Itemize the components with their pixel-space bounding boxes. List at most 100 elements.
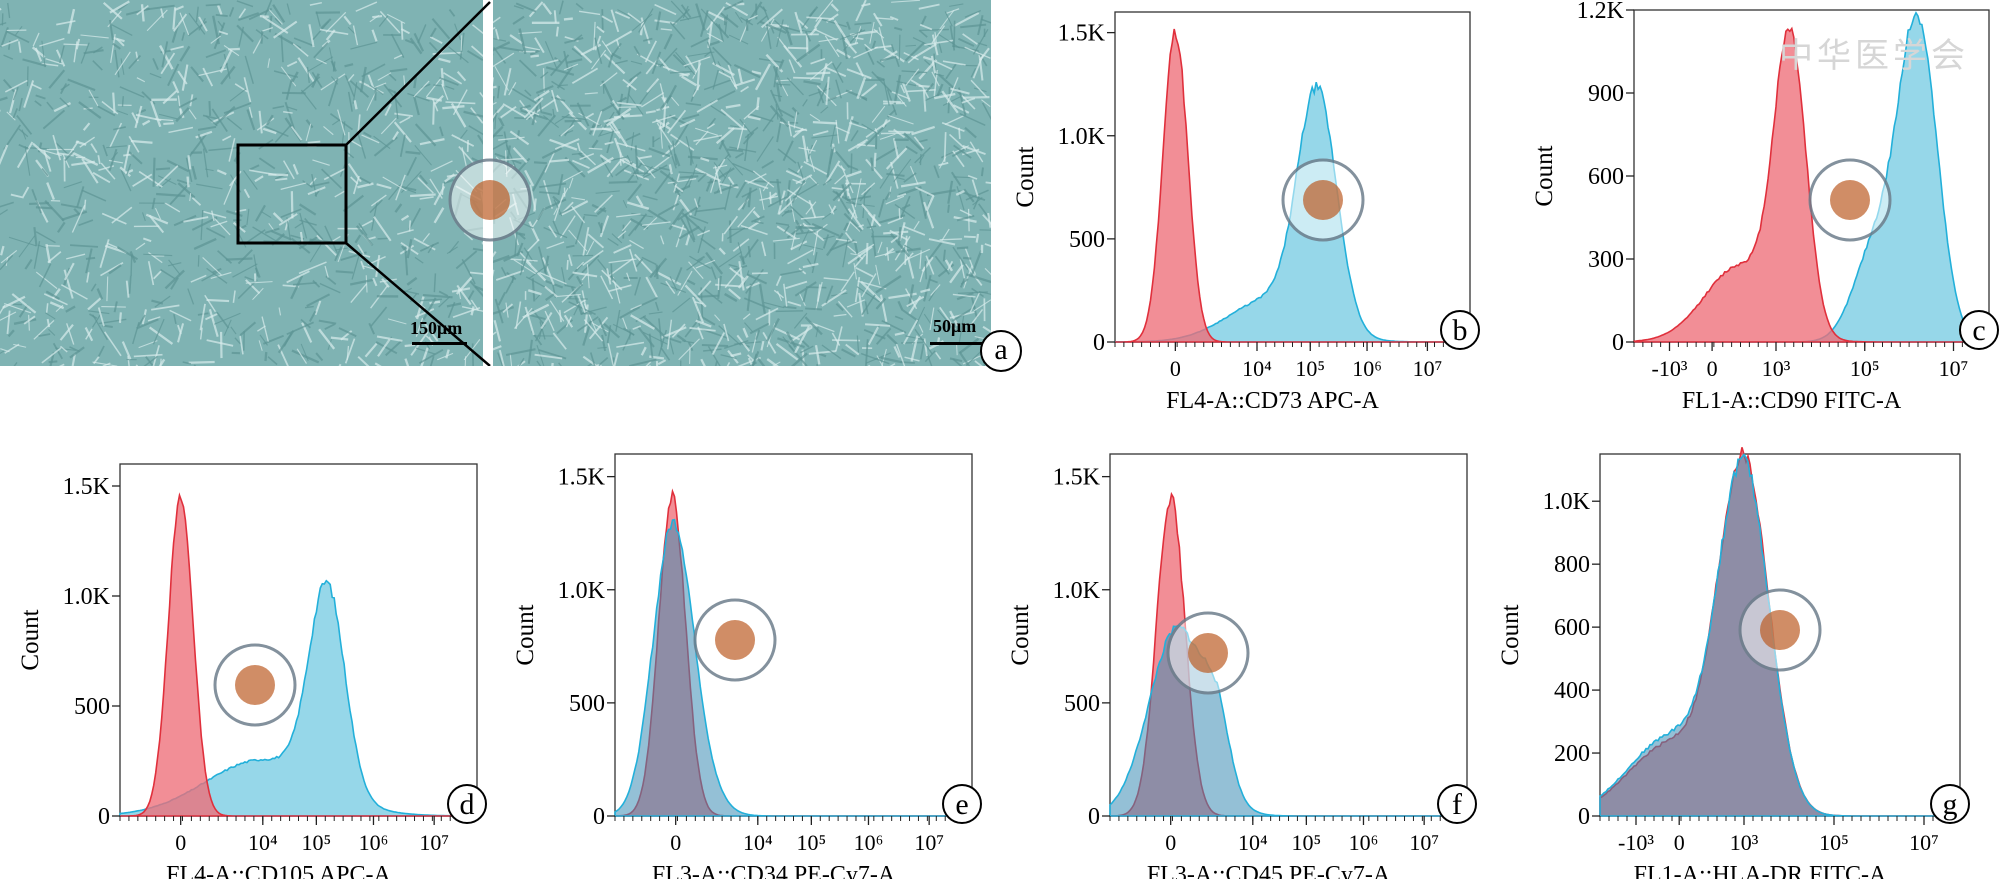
cell-streak [678, 225, 700, 240]
cell-streak [37, 148, 62, 157]
cell-streak [985, 181, 991, 185]
cell-streak [557, 293, 581, 297]
cell-streak [889, 363, 896, 366]
cell-streak [654, 301, 660, 311]
cell-streak [364, 342, 378, 358]
cell-streak [443, 72, 463, 85]
cell-streak [957, 87, 967, 116]
cell-streak [548, 225, 558, 238]
cell-streak [145, 356, 154, 366]
cell-streak [407, 92, 430, 102]
cell-streak [151, 299, 164, 305]
cell-streak [499, 46, 524, 53]
cell-streak [701, 343, 729, 348]
cell-streak [706, 41, 717, 66]
cell-streak [724, 183, 732, 211]
y-axis-label: Count [1007, 604, 1034, 665]
cell-streak [836, 48, 851, 59]
cell-streak [429, 27, 437, 38]
cell-streak [120, 170, 132, 192]
histogram-antibody [1599, 453, 1960, 817]
panel-letter-circle [1440, 310, 1480, 350]
cell-streak [518, 28, 527, 55]
cell-streak [967, 208, 970, 232]
cell-streak [718, 139, 725, 150]
cell-streak [874, 128, 880, 137]
cell-streak [778, 59, 785, 71]
cell-streak [264, 351, 268, 362]
cell-streak [704, 50, 712, 57]
cell-streak [744, 238, 759, 259]
cell-streak [387, 318, 407, 325]
cell-streak [325, 275, 337, 285]
cell-streak [112, 42, 121, 50]
cell-streak [0, 311, 17, 321]
cell-streak [659, 95, 672, 111]
cell-streak [347, 26, 356, 35]
cell-streak [7, 2, 11, 19]
cell-streak [24, 258, 33, 270]
cell-streak [794, 281, 817, 297]
y-tick-label: 1.5K [1053, 465, 1101, 491]
cell-streak [299, 212, 308, 239]
cell-streak [685, 278, 696, 286]
cell-streak [23, 315, 36, 325]
cell-streak [523, 97, 544, 119]
cell-streak [723, 215, 739, 235]
cell-streak [635, 258, 644, 268]
cell-streak [181, 64, 189, 91]
cell-streak [727, 157, 744, 176]
cell-streak [806, 16, 835, 20]
cell-streak [616, 142, 646, 152]
cell-streak [846, 195, 872, 202]
cell-streak [181, 32, 186, 41]
cell-streak [956, 344, 958, 356]
cell-streak [568, 284, 582, 299]
cell-streak [567, 254, 573, 267]
cell-streak [230, 326, 237, 335]
cell-streak [706, 6, 726, 31]
cell-streak [634, 145, 639, 174]
cell-streak [13, 362, 18, 366]
cell-streak [659, 169, 678, 185]
cell-streak [71, 205, 86, 233]
cell-streak [512, 147, 528, 164]
cell-streak [946, 8, 960, 14]
cell-streak [727, 64, 738, 89]
cell-streak [297, 57, 315, 83]
cell-streak [903, 172, 917, 183]
cell-streak [712, 69, 719, 90]
cell-streak [822, 234, 830, 249]
cell-streak [228, 138, 236, 162]
cell-streak [678, 338, 700, 361]
cell-streak [693, 198, 699, 208]
cell-streak [809, 61, 833, 81]
cell-streak [245, 279, 261, 295]
cell-streak [31, 188, 42, 214]
cell-streak [229, 88, 247, 102]
cell-streak [406, 276, 418, 286]
cell-streak [595, 190, 620, 194]
cell-streak [707, 32, 723, 43]
cell-streak [169, 309, 192, 322]
cell-streak [935, 351, 942, 360]
cell-streak [498, 105, 517, 120]
cell-streak [238, 12, 260, 22]
cell-streak [55, 347, 76, 351]
cell-streak [344, 75, 355, 97]
cell-streak [941, 90, 959, 114]
cell-streak [843, 212, 863, 232]
cell-streak [902, 82, 911, 102]
cell-streak [273, 20, 298, 39]
cell-streak [196, 183, 223, 190]
cell-streak [846, 164, 859, 171]
cell-streak [18, 97, 23, 112]
cell-streak [714, 314, 721, 322]
cell-streak [35, 94, 46, 100]
cell-streak [682, 113, 700, 121]
cell-streak [583, 214, 598, 217]
cell-streak [600, 157, 614, 178]
cell-streak [728, 127, 748, 131]
cell-streak [239, 335, 244, 355]
cell-streak [847, 192, 858, 219]
